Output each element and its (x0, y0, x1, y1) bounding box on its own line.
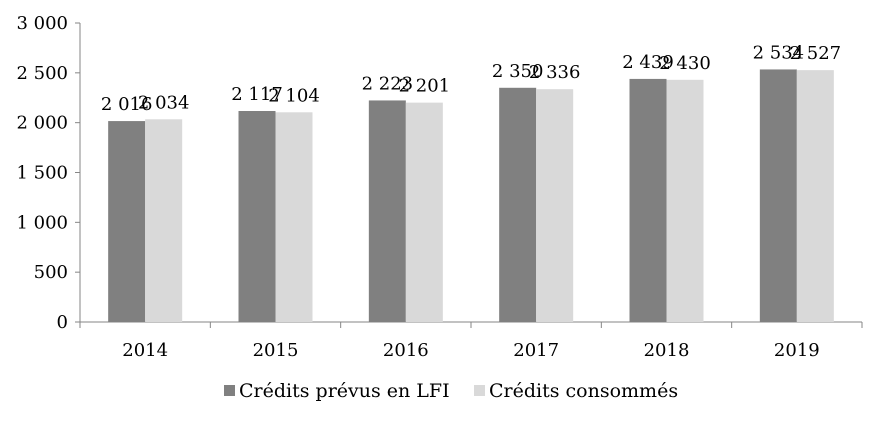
data-label: 2 439 (622, 52, 674, 73)
data-label: 2 223 (362, 73, 414, 94)
bar-lfi-2017 (499, 87, 537, 323)
bar-consommes-2017 (536, 89, 574, 322)
bar-consommes-2019 (796, 70, 834, 322)
bar-consommes-2018 (666, 79, 704, 322)
legend-label: Crédits consommés (489, 380, 678, 402)
legend-swatch-lfi (224, 385, 235, 396)
x-tick-label: 2015 (253, 340, 299, 361)
bar-lfi-2015 (238, 111, 276, 322)
data-label: 2 534 (753, 42, 805, 63)
data-label: 2 034 (138, 92, 190, 113)
y-tick-label: 2 500 (16, 63, 68, 84)
legend-label: Crédits prévus en LFI (239, 380, 450, 402)
bar-lfi-2016 (368, 100, 406, 322)
data-label: 2 350 (492, 61, 544, 82)
y-tick-label: 2 000 (16, 113, 68, 134)
y-tick-label: 1 000 (16, 212, 68, 233)
data-label: 2 336 (529, 62, 581, 83)
x-tick-label: 2018 (644, 340, 690, 361)
data-label: 2 117 (231, 84, 283, 105)
data-label: 2 016 (101, 94, 153, 115)
bar-lfi-2018 (629, 78, 667, 323)
x-tick-label: 2014 (122, 340, 168, 361)
y-tick-label: 1 500 (16, 163, 68, 184)
y-tick-label: 3 000 (16, 13, 68, 34)
bar-consommes-2014 (145, 119, 183, 322)
data-label: 2 201 (399, 76, 451, 97)
bars (108, 69, 834, 323)
x-tick-label: 2019 (774, 340, 820, 361)
y-tick-label: 500 (34, 262, 68, 283)
y-tick-label: 0 (57, 312, 68, 333)
legend: Crédits prévus en LFI Crédits consommés (224, 380, 678, 402)
x-tick-label: 2016 (383, 340, 429, 361)
bar-consommes-2016 (405, 102, 443, 322)
x-tick-label: 2017 (513, 340, 559, 361)
bar-lfi-2014 (108, 121, 146, 323)
bar-consommes-2015 (275, 112, 313, 322)
bar-lfi-2019 (759, 69, 797, 322)
data-label: 2 104 (268, 85, 320, 106)
axes: 0 500 1 000 1 500 2 000 2 500 3 000 2014 2015 201… (16, 13, 863, 361)
legend-swatch-consommes (474, 385, 485, 396)
data-label: 2 430 (659, 53, 711, 74)
data-label: 2 527 (790, 43, 842, 64)
